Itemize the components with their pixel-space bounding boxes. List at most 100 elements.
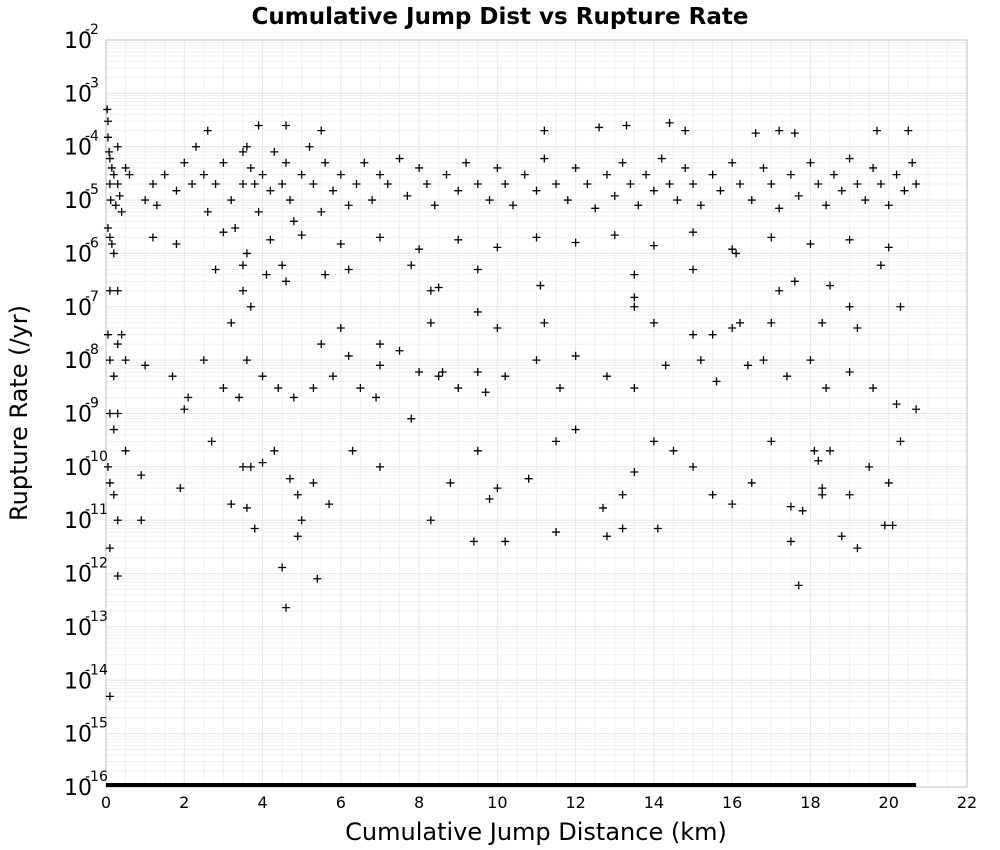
data-point <box>481 388 490 397</box>
data-point <box>270 446 279 455</box>
data-point <box>681 163 690 172</box>
data-point <box>336 170 345 179</box>
data-points <box>103 105 921 701</box>
x-tick-label: 20 <box>879 793 899 812</box>
data-point <box>845 490 854 499</box>
data-point <box>344 265 353 274</box>
data-point <box>876 261 885 270</box>
data-point <box>630 293 639 302</box>
data-point <box>736 318 745 327</box>
data-point <box>103 223 112 232</box>
data-point <box>747 196 756 205</box>
data-point <box>426 286 435 295</box>
data-point <box>375 462 384 471</box>
data-point <box>434 372 443 381</box>
data-point <box>305 142 314 151</box>
data-point <box>689 462 698 471</box>
data-point <box>278 563 287 572</box>
y-tick-exponent: -2 <box>85 22 99 38</box>
data-point <box>837 186 846 195</box>
data-point <box>219 384 228 393</box>
data-point <box>148 233 157 242</box>
y-tick-label: 10 <box>64 723 92 748</box>
data-point <box>375 170 384 179</box>
data-point <box>231 223 240 232</box>
data-point <box>869 384 878 393</box>
data-point <box>372 393 381 402</box>
data-point <box>321 270 330 279</box>
data-point <box>293 490 302 499</box>
x-tick-label: 10 <box>487 793 507 812</box>
data-point <box>242 142 251 151</box>
y-tick-exponent: -10 <box>85 449 108 465</box>
data-point <box>728 245 737 254</box>
data-point <box>767 318 776 327</box>
data-point <box>192 142 201 151</box>
data-point <box>912 405 921 414</box>
data-point <box>599 503 608 512</box>
data-point <box>395 154 404 163</box>
data-point <box>285 196 294 205</box>
data-point <box>137 516 146 525</box>
data-point <box>552 528 561 537</box>
data-point <box>751 129 760 138</box>
data-point <box>282 121 291 130</box>
data-point <box>176 484 185 493</box>
data-point <box>242 249 251 258</box>
data-point <box>861 196 870 205</box>
data-point <box>642 170 651 179</box>
data-point <box>794 191 803 200</box>
data-point <box>254 207 263 216</box>
data-point <box>845 154 854 163</box>
data-point <box>736 180 745 189</box>
data-point <box>117 207 126 216</box>
data-point <box>728 324 737 333</box>
data-point <box>571 163 580 172</box>
data-point <box>794 581 803 590</box>
data-point <box>649 437 658 446</box>
data-point <box>172 186 181 195</box>
y-tick-label: 10 <box>64 29 92 54</box>
data-point <box>892 400 901 409</box>
data-point <box>904 126 913 135</box>
y-tick-label: 10 <box>64 296 92 321</box>
data-point <box>430 201 439 210</box>
y-tick-exponent: -15 <box>85 716 108 732</box>
data-point <box>602 372 611 381</box>
data-point <box>689 265 698 274</box>
data-point <box>242 356 251 365</box>
data-point <box>630 270 639 279</box>
data-point <box>103 105 112 114</box>
data-point <box>188 180 197 189</box>
data-point <box>203 126 212 135</box>
data-point <box>258 458 267 467</box>
data-point <box>106 196 115 205</box>
data-point <box>786 537 795 546</box>
data-point <box>321 158 330 167</box>
data-point <box>775 126 784 135</box>
data-point <box>571 351 580 360</box>
data-point <box>103 462 112 471</box>
y-tick-label: 10 <box>64 136 92 161</box>
data-point <box>462 158 471 167</box>
data-point <box>113 142 122 151</box>
data-point <box>246 163 255 172</box>
data-point <box>121 163 130 172</box>
data-point <box>203 207 212 216</box>
x-tick-label: 6 <box>336 793 346 812</box>
data-point <box>583 180 592 189</box>
data-point <box>105 147 114 156</box>
y-tick-label: 10 <box>64 403 92 428</box>
data-point <box>806 240 815 249</box>
data-point <box>892 170 901 179</box>
data-point <box>501 537 510 546</box>
data-point <box>555 384 564 393</box>
data-point <box>148 180 157 189</box>
data-point <box>121 356 130 365</box>
data-point <box>328 186 337 195</box>
data-point <box>415 163 424 172</box>
data-point <box>199 356 208 365</box>
data-point <box>297 516 306 525</box>
data-point <box>865 462 874 471</box>
data-point <box>219 228 228 237</box>
